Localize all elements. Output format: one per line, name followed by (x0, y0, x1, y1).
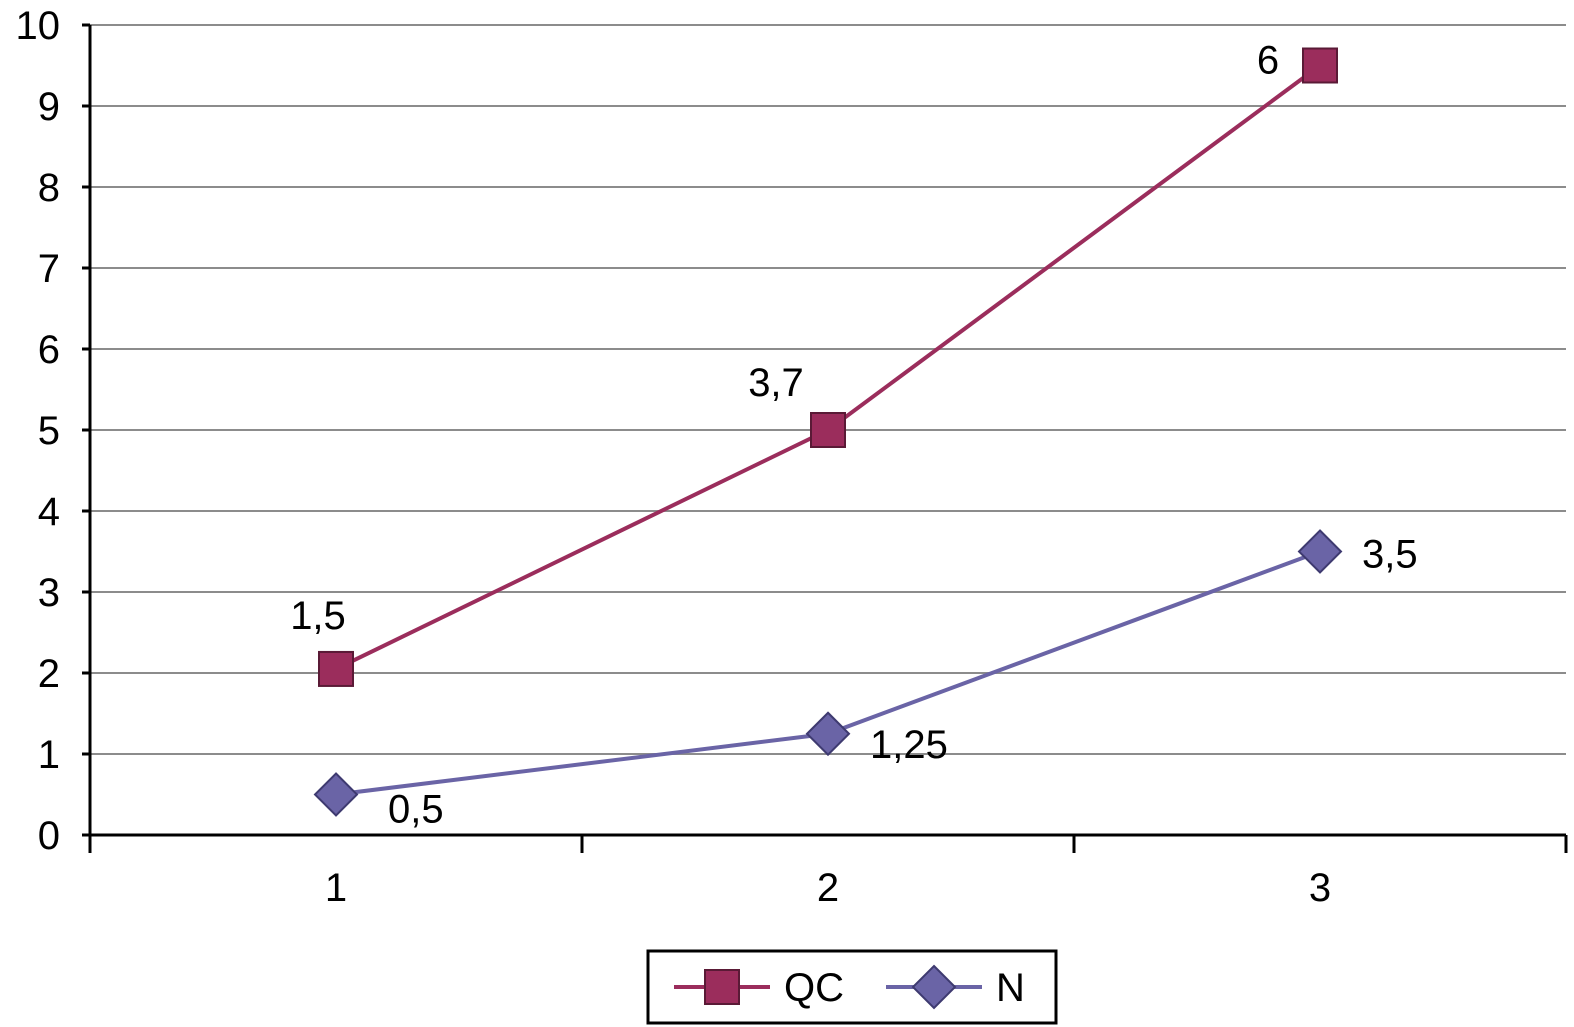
data-point-qc (318, 650, 354, 687)
x-tick-label: 1 (325, 866, 347, 910)
data-label-qc: 1,5 (290, 594, 346, 638)
data-label-n: 0,5 (388, 788, 444, 832)
series (313, 47, 1343, 817)
legend-label-qc: QC (784, 966, 844, 1010)
data-label-qc: 6 (1257, 39, 1279, 83)
data-point-n (805, 711, 851, 757)
x-tick-label: 2 (817, 866, 839, 910)
x-tick-label: 3 (1309, 866, 1331, 910)
legend-marker-n (911, 964, 957, 1010)
y-tick-label: 7 (38, 247, 60, 291)
y-tick-label: 5 (38, 409, 60, 453)
y-tick-label: 10 (16, 4, 61, 48)
legend-marker-qc (704, 969, 740, 1005)
y-tick-label: 8 (38, 166, 60, 210)
y-tick-label: 3 (38, 571, 60, 615)
y-tick-label: 1 (38, 733, 60, 777)
data-label-qc: 3,7 (748, 361, 804, 405)
axes (82, 23, 1568, 853)
grid (90, 24, 1566, 755)
x-tick-labels: 1 2 3 (325, 866, 1331, 910)
y-tick-labels: 0 1 2 3 4 5 6 7 8 9 10 (16, 4, 61, 858)
y-tick-label: 2 (38, 652, 60, 696)
data-point-n (313, 772, 359, 817)
data-point-qc (810, 412, 846, 448)
data-label-n: 1,25 (870, 723, 948, 767)
legend-label-n: N (996, 966, 1025, 1010)
y-tick-label: 4 (38, 490, 60, 534)
data-labels: 1,5 3,7 6 0,5 1,25 3,5 (290, 39, 1417, 832)
y-tick-label: 9 (38, 85, 60, 129)
data-point-qc (1302, 47, 1338, 84)
y-tick-label: 0 (38, 814, 60, 858)
series-line-qc (335, 63, 1322, 671)
data-point-n (1297, 529, 1343, 574)
data-label-n: 3,5 (1362, 533, 1418, 577)
y-tick-label: 6 (38, 328, 60, 372)
legend: QC N (646, 949, 1058, 1025)
